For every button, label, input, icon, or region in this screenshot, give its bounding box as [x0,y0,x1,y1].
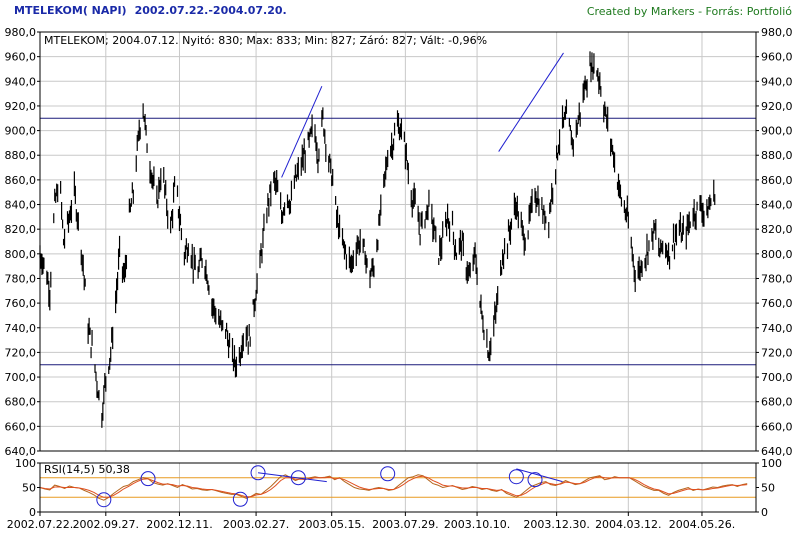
x-axis: 2002.07.22. 2002.09.27. 2002.12.11. 2003.02… [7,512,735,531]
price-y-label-left: 760,0 [5,297,37,310]
price-y-label-right: 640,0 [761,445,793,458]
rsi-circle-marker [250,465,266,481]
rsi-circle-marker [140,471,156,487]
rsi-circle-marker [232,491,248,507]
rsi-y-axis-right: 0 50 100 [756,457,782,519]
price-y-label-right: 680,0 [761,396,793,409]
price-info-text: MTELEKOM; 2004.07.12. Nyitó: 830; Max: 8… [44,34,487,47]
rsi-y-axis-left: 0 50 100 [15,457,40,519]
rsi-trend-lines [257,468,563,483]
period-label: 2002.07.22.-2004.07.20. [134,4,287,17]
price-y-label-right: 940,0 [761,75,793,88]
price-y-label-left: 660,0 [5,420,37,433]
price-y-label-left: 720,0 [5,346,37,359]
x-tick-label: 2004.05.26. [669,518,735,531]
price-y-label-left: 900,0 [5,125,37,138]
price-y-label-left: 920,0 [5,100,37,113]
x-tick-label: 2002.07.22. [7,518,73,531]
price-y-label-left: 860,0 [5,174,37,187]
rsi-circle-marker [527,472,543,488]
rsi-circle-marker [508,469,524,485]
x-tick-label: 2002.09.27. [73,518,139,531]
rsi-trend-line [257,472,327,483]
price-y-label-left: 980,0 [5,26,37,39]
price-trend-lines [281,52,564,178]
rsi-series [39,474,748,501]
price-y-label-right: 760,0 [761,297,793,310]
price-y-label-left: 940,0 [5,75,37,88]
price-trend-line [498,52,564,152]
x-tick-label: 2003.05.15. [298,518,364,531]
price-panel [39,31,757,452]
chart-header: MTELEKOM( NAPI) 2002.07.22.-2004.07.20. [14,4,287,17]
price-y-label-left: 640,0 [5,445,37,458]
x-tick-label: 2003.12.30. [523,518,589,531]
x-tick-label: 2003.07.29. [372,518,438,531]
price-bars [39,51,716,428]
x-tick-label: 2003.10.10. [444,518,510,531]
price-y-label-right: 980,0 [761,26,793,39]
rsi-circled-points [96,465,543,508]
price-trend-line [281,86,323,178]
rsi-y-label-right: 100 [761,457,782,470]
price-y-label-right: 860,0 [761,174,793,187]
price-y-label-right: 780,0 [761,272,793,285]
price-y-label-right: 960,0 [761,51,793,64]
price-y-label-left: 820,0 [5,223,37,236]
price-y-label-right: 700,0 [761,371,793,384]
x-tick-label: 2003.02.27. [223,518,289,531]
x-tick-label: 2004.03.12. [595,518,661,531]
instrument-title: MTELEKOM( NAPI) [14,4,127,17]
price-y-label-right: 720,0 [761,346,793,359]
price-y-label-right: 800,0 [761,248,793,261]
price-y-label-left: 740,0 [5,322,37,335]
rsi-info-text: RSI(14,5) 50,38 [44,463,130,476]
price-y-axis-left: 640,0 660,0 680,0 700,0 720,0 740,0 760,0 780,0… [5,26,40,458]
price-y-label-left: 780,0 [5,272,37,285]
rsi-circle-marker [290,470,306,486]
credit-label: Created by Markers - Forrás: Portfolió [586,5,792,18]
price-y-axis-right: 640,0 660,0 680,0 700,0 720,0 740,0 760,0 780,0… [756,26,793,458]
rsi-band-lines [40,477,756,498]
rsi-trend-line [516,468,563,483]
rsi-y-label-left: 100 [15,457,36,470]
price-y-label-left: 680,0 [5,396,37,409]
price-y-label-left: 700,0 [5,371,37,384]
rsi-y-label-right: 50 [761,482,775,495]
rsi-circle-marker [96,492,112,508]
price-y-label-right: 660,0 [761,420,793,433]
rsi-circle-marker [380,466,396,482]
price-y-label-right: 900,0 [761,125,793,138]
x-tick-label: 2002.12.11. [146,518,212,531]
rsi-y-label-left: 50 [22,482,36,495]
rsi-line-signal [39,475,748,498]
price-y-label-right: 820,0 [761,223,793,236]
price-y-label-right: 840,0 [761,199,793,212]
price-y-label-left: 840,0 [5,199,37,212]
price-y-label-left: 960,0 [5,51,37,64]
price-y-label-right: 740,0 [761,322,793,335]
price-y-label-left: 880,0 [5,149,37,162]
rsi-grid [39,463,703,512]
price-y-label-right: 880,0 [761,149,793,162]
price-y-label-left: 800,0 [5,248,37,261]
rsi-y-label-left: 0 [29,506,36,519]
price-y-label-right: 920,0 [761,100,793,113]
rsi-y-label-right: 0 [761,506,768,519]
